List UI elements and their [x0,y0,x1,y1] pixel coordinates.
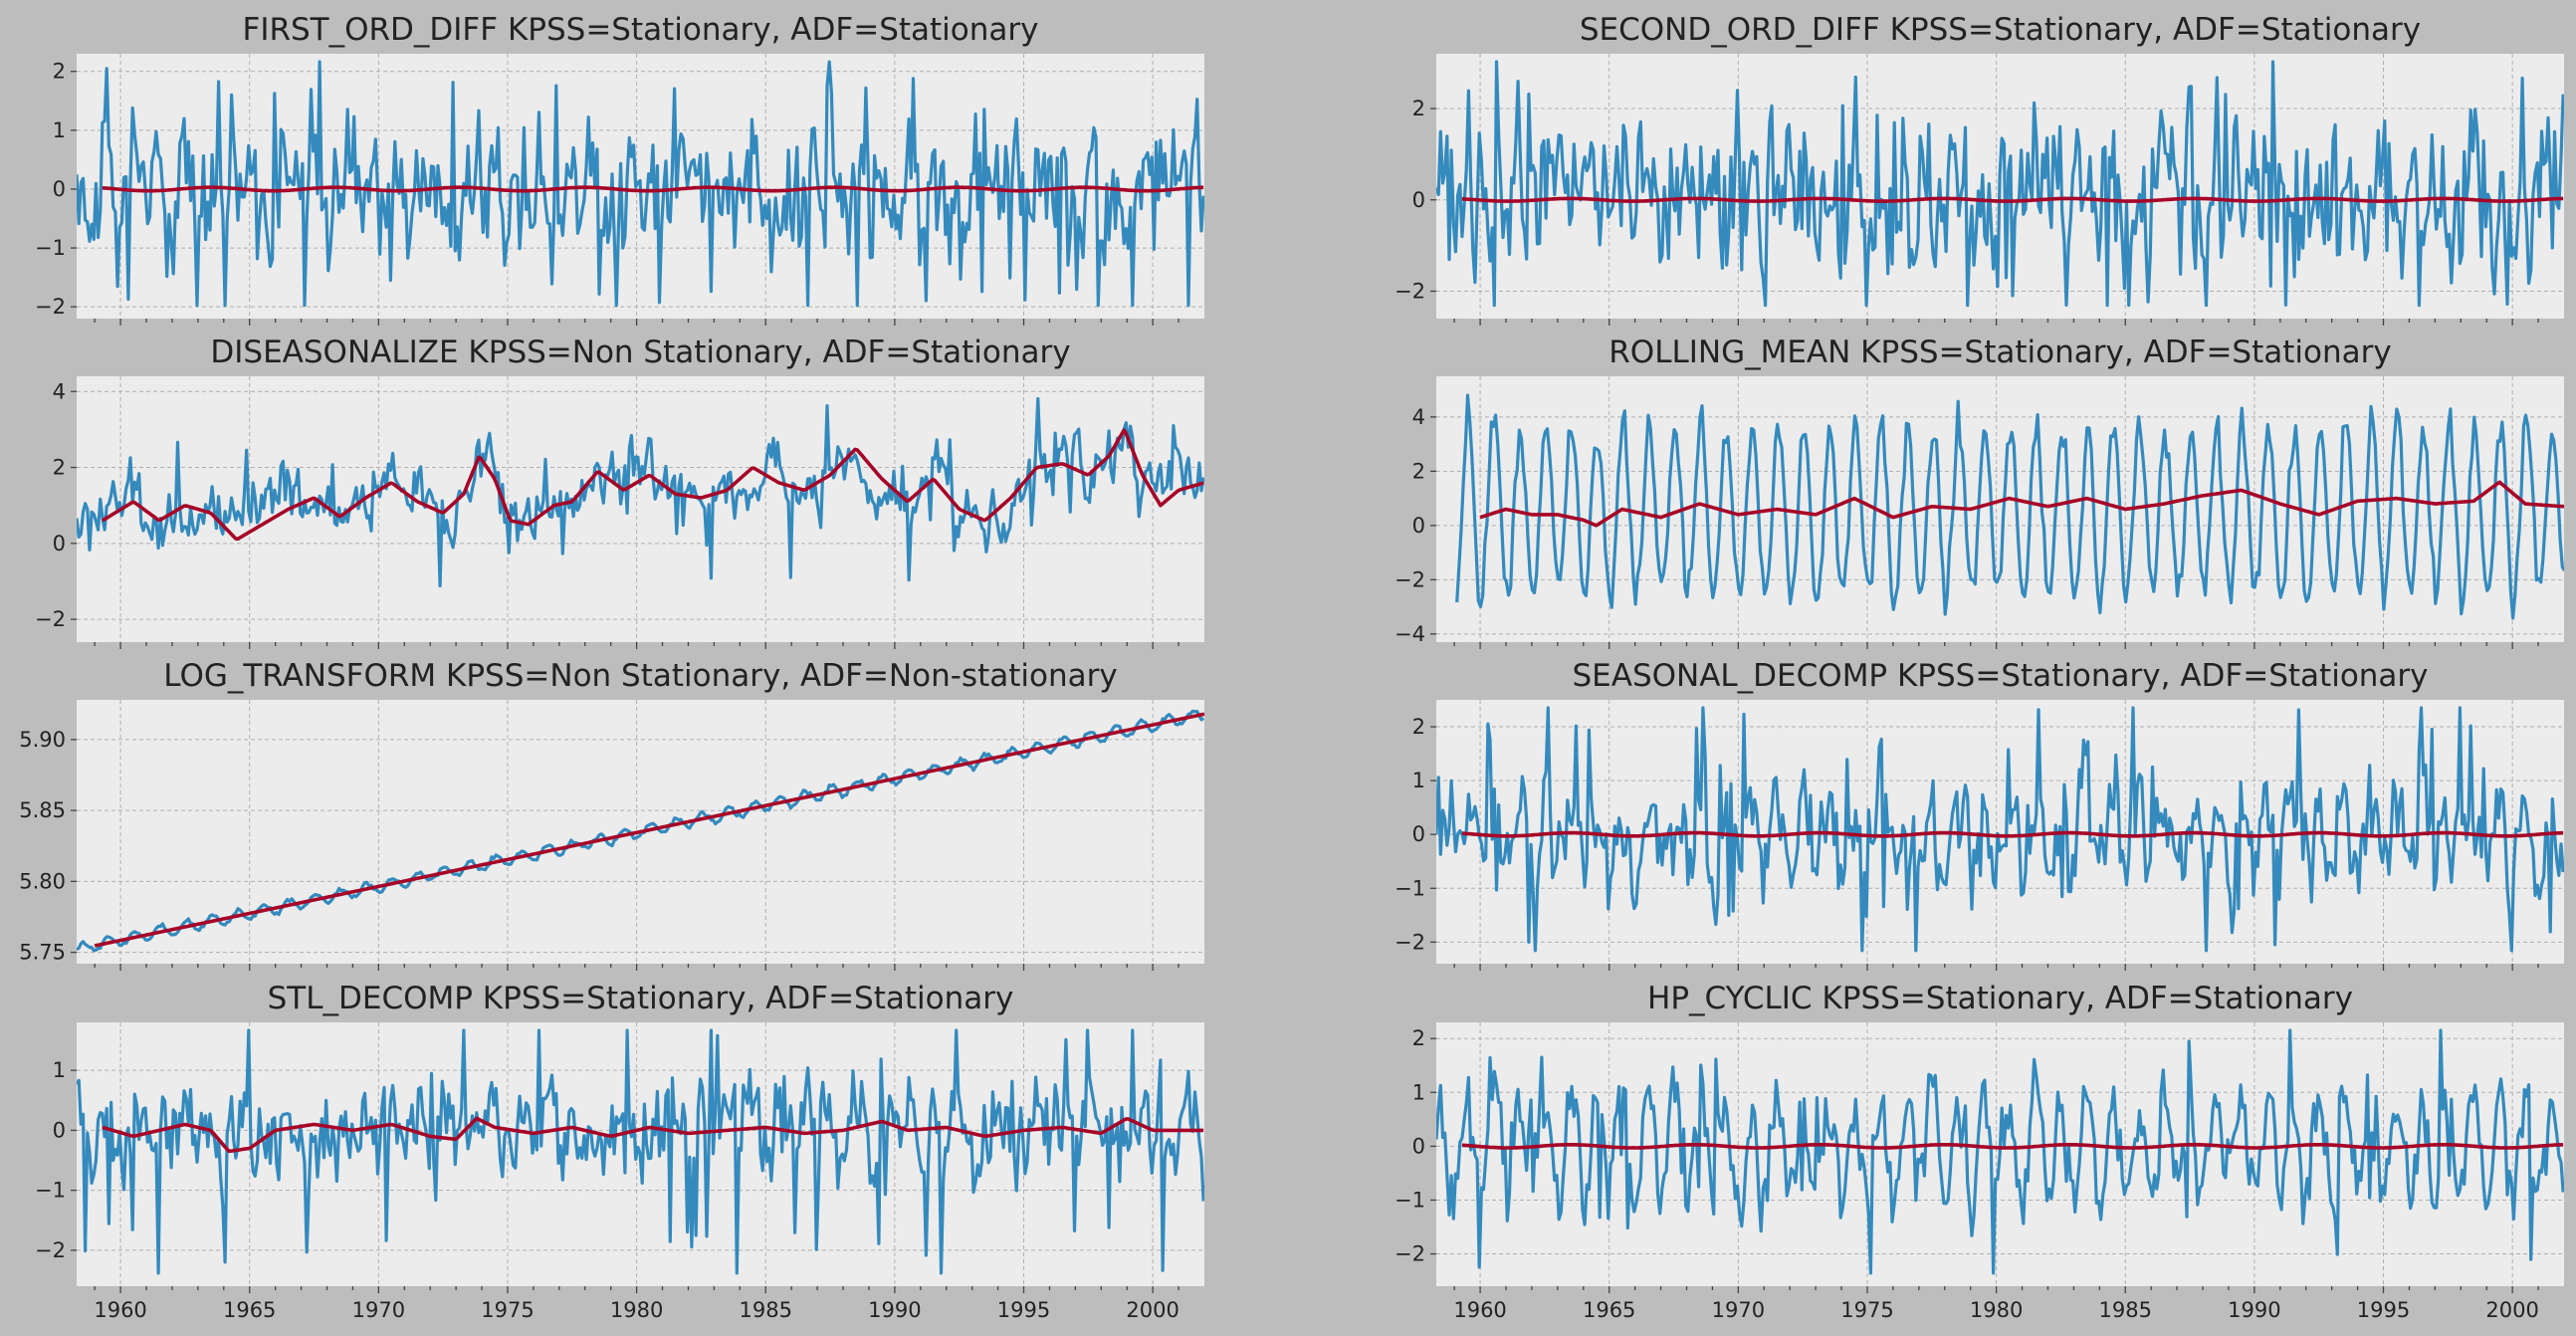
series-line [1436,706,2564,953]
rolling-mean-line [102,1116,1204,1154]
rolling-mean-line [1461,196,2564,203]
y-tick-label: 0 [1412,514,1425,538]
subplot-title: LOG_TRANSFORM KPSS=Non Stationary, ADF=N… [163,658,1117,694]
subplot-title: SECOND_ORD_DIFF KPSS=Stationary, ADF=Sta… [1580,12,2421,48]
y-tick-label: 5.85 [19,798,66,822]
y-tick-label: −1 [1395,876,1425,900]
y-tick-label: −1 [35,1179,66,1203]
y-tick-label: 4 [53,379,66,403]
rolling-mean-line [102,185,1204,193]
y-tick-label: 2 [1412,715,1425,739]
subplot-4: −4 −2 0 2 4 ROLLING_MEAN KPSS=Stationary, ADF… [1395,334,2564,649]
y-tick-label: −2 [1395,930,1425,954]
x-tick-label: 2000 [1126,1298,1179,1322]
y-tick-label: −2 [35,607,66,631]
subplot-title: STL_DECOMP KPSS=Stationary, ADF=Stationa… [268,981,1014,1016]
subplot-title: FIRST_ORD_DIFF KPSS=Stationary, ADF=Stat… [242,12,1038,48]
axes-background [77,376,1204,642]
x-tick-label: 1985 [2099,1298,2152,1322]
y-tick-label: −1 [1395,1188,1425,1212]
x-tick-label: 1970 [352,1298,405,1322]
y-tick-label: 0 [53,1118,66,1142]
y-tick-label: −2 [1395,567,1425,591]
rolling-mean-line [1461,1143,2564,1150]
y-tick-label: 2 [1412,1026,1425,1050]
series-line [1455,393,2564,620]
x-tick-label: 1975 [1840,1298,1893,1322]
y-tick-label: −2 [35,1238,66,1262]
rolling-mean-line [101,428,1204,542]
y-tick-label: 0 [53,532,66,556]
subplot-title: SEASONAL_DECOMP KPSS=Stationary, ADF=Sta… [1572,658,2428,694]
x-tick-label: 1970 [1712,1298,1765,1322]
x-tick-label: 1995 [997,1298,1050,1322]
x-tick-label: 1980 [610,1298,663,1322]
subplot-title: HP_CYCLIC KPSS=Stationary, ADF=Stationar… [1647,981,2353,1016]
x-tick-label: 1990 [2228,1298,2280,1322]
y-tick-label: 1 [1412,1080,1425,1104]
subplot-5: 5.75 5.80 5.85 5.90 LOG_TRANSFORM KPSS=Non S… [19,658,1204,971]
subplot-title: DISEASONALIZE KPSS=Non Stationary, ADF=S… [210,334,1070,370]
y-tick-label: 0 [1412,188,1425,212]
rolling-mean-line [1461,830,2564,838]
rolling-mean-line [1479,480,2564,528]
y-tick-label: −4 [1395,622,1425,646]
rolling-mean-line [94,712,1204,948]
series-line [77,60,1204,308]
y-tick-label: 5.80 [19,869,66,893]
x-tick-label: 1960 [94,1298,146,1322]
y-tick-label: 2 [1412,97,1425,120]
x-tick-label: 2000 [2485,1298,2538,1322]
y-tick-label: 1 [53,1058,66,1082]
subplot-1: −2 −1 0 1 2 FIRST_ORD_DIFF KPSS=Stationary, A… [35,12,1204,326]
y-tick-label: 5.90 [19,728,66,752]
axes-background [1436,700,2564,964]
y-tick-label: 5.75 [19,941,66,965]
x-tick-label: 1995 [2357,1298,2410,1322]
y-tick-label: 4 [1412,405,1425,429]
y-tick-label: 2 [53,60,66,84]
series-line [1436,1028,2564,1275]
subplot-8: −2 −1 0 1 2 1960 1965 1970 1975 1980 1985 1990 1995 2… [1395,981,2564,1322]
subplot-3: −2 0 2 4 DISEASONALIZE KPSS=Non Stationary, … [35,334,1204,649]
x-tick-label: 1975 [481,1298,534,1322]
y-tick-label: −1 [35,236,66,260]
series-line [77,709,1204,953]
y-tick-label: −2 [1395,1242,1425,1266]
x-tick-label: 1960 [1453,1298,1506,1322]
y-tick-label: 0 [1412,1134,1425,1158]
y-tick-label: 1 [1412,769,1425,792]
subplot-title: ROLLING_MEAN KPSS=Stationary, ADF=Statio… [1609,334,2391,370]
y-tick-label: −2 [35,295,66,319]
x-tick-label: 1985 [740,1298,792,1322]
x-tick-label: 1990 [868,1298,921,1322]
y-tick-label: 1 [53,118,66,142]
series-line [1436,60,2564,308]
series-line [77,1028,1204,1275]
subplot-2: −2 0 2 SECOND_ORD_DIFF KPSS=Stationary, ADF… [1395,12,2564,326]
y-tick-label: 2 [1412,459,1425,483]
subplot-6: −2 −1 0 1 2 SEASONAL_DECOMP KPSS=Stationary, … [1395,658,2564,971]
x-tick-label: 1980 [1970,1298,2023,1322]
y-tick-label: −2 [1395,279,1425,303]
y-tick-label: 0 [1412,822,1425,846]
x-tick-label: 1965 [223,1298,276,1322]
y-tick-label: 0 [53,177,66,201]
y-tick-label: 2 [53,456,66,480]
x-tick-label: 1965 [1583,1298,1635,1322]
subplot-7: −2 −1 0 1 1960 1965 1970 1975 1980 1985 1990 1995 20… [35,981,1204,1322]
